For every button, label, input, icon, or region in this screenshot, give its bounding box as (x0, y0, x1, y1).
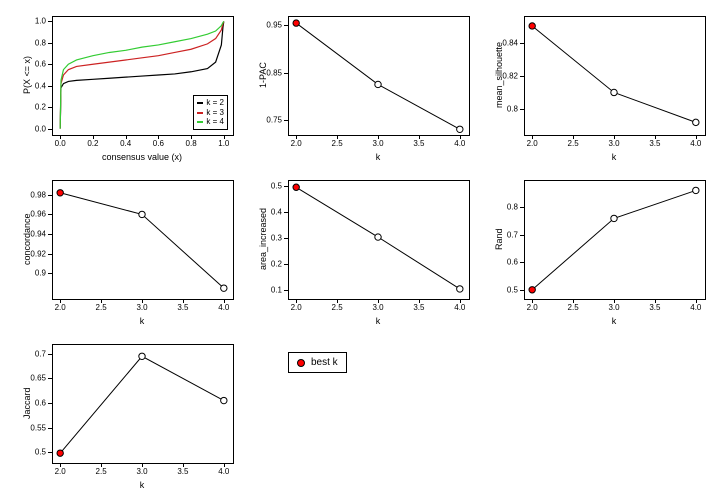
legend-row: k = 3 (197, 108, 224, 118)
point-best-k (293, 20, 299, 26)
point-best-k (529, 287, 535, 293)
ecdf-legend: k = 2k = 3k = 4 (193, 95, 228, 130)
legend-label: k = 2 (206, 98, 224, 108)
point (611, 89, 617, 95)
legend-row: k = 2 (197, 98, 224, 108)
point (457, 286, 463, 292)
point (611, 215, 617, 221)
legend-label: k = 4 (206, 117, 224, 127)
metric-svg-area_increased (246, 174, 476, 334)
point (693, 119, 699, 125)
metric-svg-jaccard (10, 338, 240, 498)
bestk-legend: best k (288, 352, 347, 373)
point (693, 187, 699, 193)
legend-row: k = 4 (197, 117, 224, 127)
legend-swatch (197, 112, 203, 114)
legend-swatch (197, 102, 203, 104)
point (139, 353, 145, 359)
point (139, 211, 145, 217)
point-best-k (57, 450, 63, 456)
point-best-k (529, 23, 535, 29)
legend-swatch (197, 121, 203, 123)
legend-label: k = 3 (206, 108, 224, 118)
point (221, 397, 227, 403)
panel-grid: 0.00.20.40.60.81.00.00.20.40.60.81.0cons… (10, 10, 712, 498)
metric-svg-rand (482, 174, 712, 334)
point (457, 126, 463, 132)
bestk-dot-icon (297, 359, 305, 367)
ecdf-svg (10, 10, 240, 170)
bestk-label: best k (311, 357, 338, 368)
point (221, 285, 227, 291)
point-best-k (57, 190, 63, 196)
point (375, 234, 381, 240)
point (375, 81, 381, 87)
point-best-k (293, 184, 299, 190)
metric-svg-concordance (10, 174, 240, 334)
metric-svg-one_minus_pac (246, 10, 476, 170)
metric-svg-mean_silhouette (482, 10, 712, 170)
